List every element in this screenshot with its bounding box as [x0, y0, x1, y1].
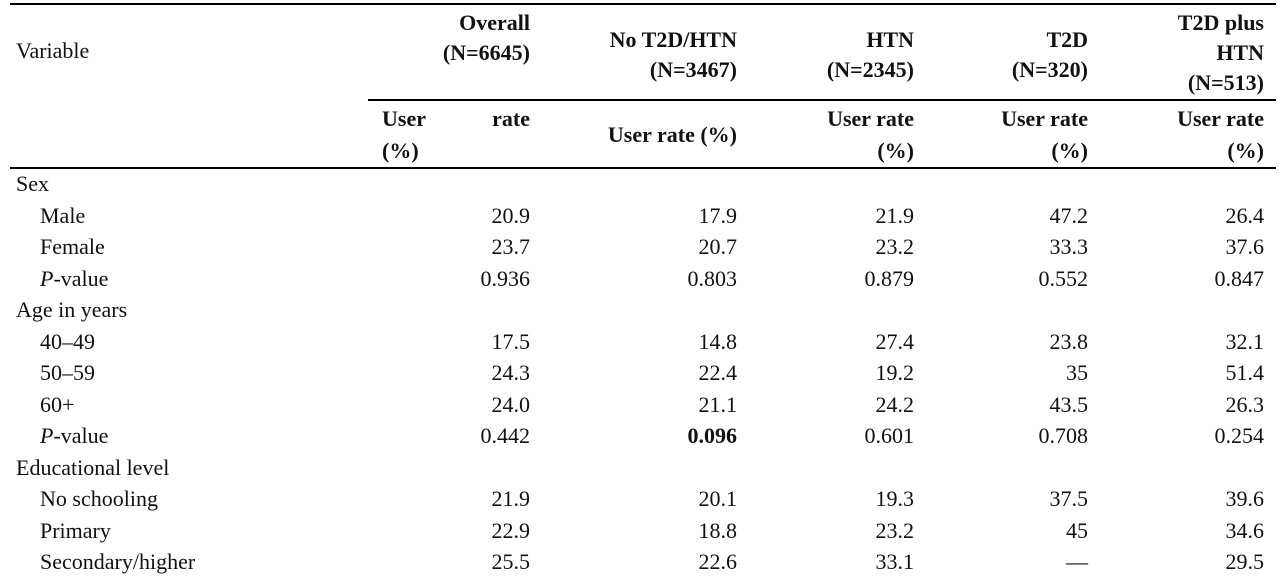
cell-t2d: 23.8	[1049, 329, 1089, 354]
cell-no-t2d-htn: 20.1	[698, 486, 738, 511]
header-bottom-rule	[10, 167, 1276, 169]
cell-t2d: 45	[1066, 518, 1088, 543]
cell-t2d: 43.5	[1049, 392, 1089, 417]
cell-t2d-plus-htn: 32.1	[1225, 329, 1265, 354]
t2d-plus-htn-header-line2: HTN	[1216, 40, 1264, 65]
cell-t2d: —	[1066, 549, 1088, 574]
cell-overall: 21.9	[491, 486, 531, 511]
row-label: Primary	[40, 518, 111, 543]
no-t2d-htn-subheader: User rate (%)	[607, 122, 737, 147]
htn-header-line2: (N=2345)	[826, 57, 914, 82]
cell-t2d: 47.2	[1049, 203, 1089, 228]
section-label: Age in years	[16, 297, 128, 322]
t2d-plus-htn-subheader-line2: (%)	[1227, 138, 1264, 163]
cell-t2d-plus-htn: 29.5	[1225, 549, 1265, 574]
row-label: 50–59	[40, 360, 95, 385]
htn-subheader-line1: User rate	[827, 106, 914, 131]
cell-t2d-plus-htn: 37.6	[1225, 234, 1265, 259]
cell-t2d-plus-htn: 0.847	[1214, 266, 1265, 291]
cell-htn: 27.4	[875, 329, 915, 354]
row-label: 40–49	[40, 329, 95, 354]
cell-no-t2d-htn: 14.8	[698, 329, 738, 354]
cell-no-t2d-htn: 0.803	[687, 266, 738, 291]
cell-t2d-plus-htn: 26.3	[1225, 392, 1265, 417]
cell-t2d: 35	[1066, 360, 1088, 385]
cell-t2d-plus-htn: 51.4	[1225, 360, 1265, 385]
t2d-plus-htn-header-line3: (N=513)	[1187, 70, 1264, 95]
cell-htn: 23.2	[875, 518, 915, 543]
cell-no-t2d-htn: 22.4	[698, 360, 738, 385]
cell-htn: 19.3	[875, 486, 915, 511]
t2d-subheader-line2: (%)	[1051, 138, 1088, 163]
t2d-plus-htn-subheader-line1: User rate	[1177, 106, 1264, 131]
cell-overall: 17.5	[491, 329, 531, 354]
cell-overall: 20.9	[491, 203, 531, 228]
row-label: P-value	[40, 423, 109, 448]
cell-overall: 22.9	[491, 518, 531, 543]
overall-subheader-pct: (%)	[382, 138, 419, 163]
top-rule	[10, 3, 1276, 5]
htn-subheader-line2: (%)	[877, 138, 914, 163]
row-label: P-value	[40, 266, 109, 291]
overall-header-line2: (N=6645)	[442, 40, 530, 65]
overall-subheader-rate: rate	[492, 106, 530, 131]
cell-overall: 0.936	[480, 266, 531, 291]
t2d-plus-htn-header-line1: T2D plus	[1177, 10, 1264, 35]
section-label: Educational level	[16, 455, 170, 480]
cell-overall: 24.0	[491, 392, 531, 417]
overall-subheader-user: User	[382, 106, 426, 131]
cell-no-t2d-htn: 18.8	[698, 518, 738, 543]
cell-overall: 24.3	[491, 360, 531, 385]
htn-header-line1: HTN	[866, 27, 914, 52]
variable-header: Variable	[16, 38, 90, 63]
cell-htn: 24.2	[875, 392, 915, 417]
row-label: Secondary/higher	[40, 549, 196, 574]
cell-no-t2d-htn: 0.096	[687, 423, 738, 448]
cell-htn: 0.879	[864, 266, 915, 291]
cell-htn: 19.2	[875, 360, 915, 385]
no-t2d-htn-header-line1: No T2D/HTN	[609, 27, 737, 52]
row-label: 60+	[40, 392, 75, 417]
cell-no-t2d-htn: 20.7	[698, 234, 738, 259]
t2d-subheader-line1: User rate	[1001, 106, 1088, 131]
cell-t2d: 33.3	[1049, 234, 1089, 259]
cell-htn: 0.601	[864, 423, 915, 448]
pvalue-italic-p: P	[40, 266, 54, 291]
cell-t2d-plus-htn: 34.6	[1225, 518, 1265, 543]
overall-header-line1: Overall	[459, 10, 530, 35]
cell-t2d: 37.5	[1049, 486, 1089, 511]
pvalue-italic-p: P	[40, 423, 54, 448]
row-label: Female	[40, 234, 105, 259]
cell-no-t2d-htn: 17.9	[698, 203, 738, 228]
t2d-header-line1: T2D	[1046, 27, 1088, 52]
row-label: Male	[40, 203, 86, 228]
cell-t2d-plus-htn: 26.4	[1225, 203, 1265, 228]
cell-t2d-plus-htn: 39.6	[1225, 486, 1265, 511]
section-label: Sex	[16, 171, 49, 196]
cell-overall: 0.442	[480, 423, 531, 448]
cell-overall: 25.5	[491, 549, 531, 574]
cell-t2d-plus-htn: 0.254	[1214, 423, 1265, 448]
t2d-header-line2: (N=320)	[1011, 57, 1088, 82]
no-t2d-htn-header-line2: (N=3467)	[649, 57, 737, 82]
cell-overall: 23.7	[491, 234, 531, 259]
cell-no-t2d-htn: 21.1	[698, 392, 738, 417]
group-header-rule	[368, 99, 1276, 101]
cell-htn: 23.2	[875, 234, 915, 259]
row-label: No schooling	[40, 486, 158, 511]
cell-htn: 21.9	[875, 203, 915, 228]
cell-t2d: 0.552	[1038, 266, 1089, 291]
cell-no-t2d-htn: 22.6	[698, 549, 738, 574]
cell-t2d: 0.708	[1038, 423, 1089, 448]
cell-htn: 33.1	[875, 549, 915, 574]
